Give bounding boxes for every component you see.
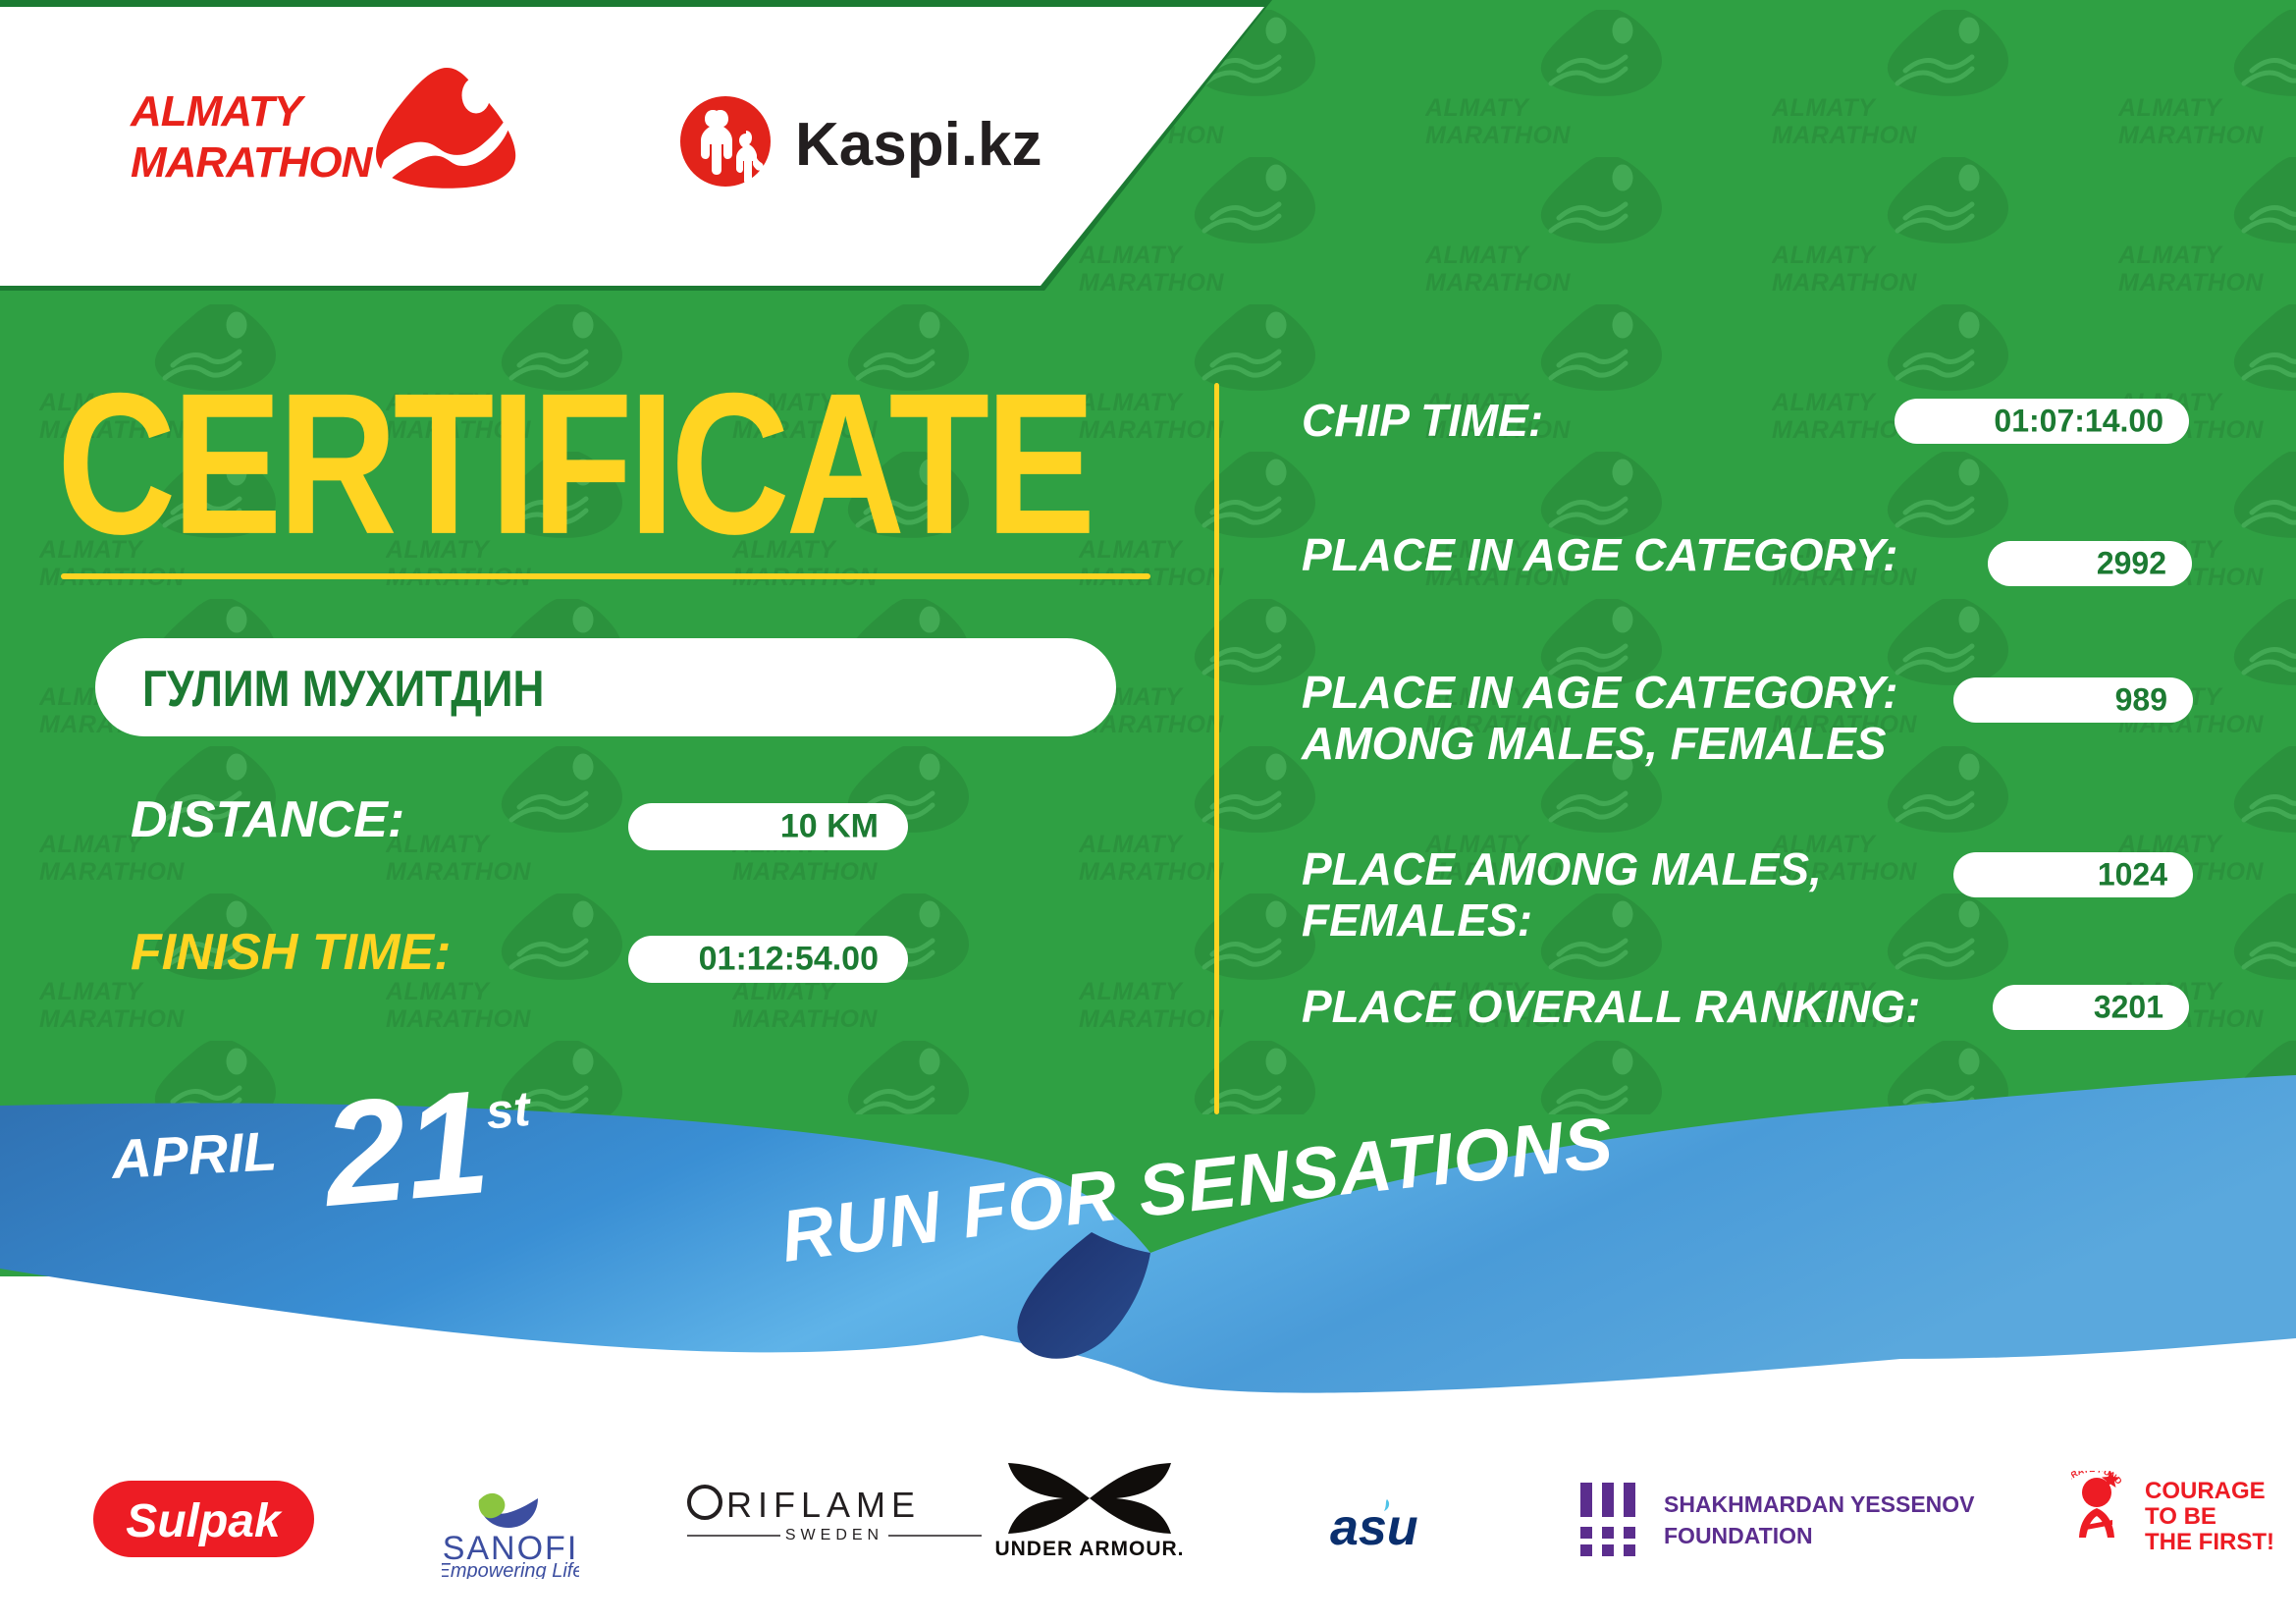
svg-text:APRIL: APRIL xyxy=(108,1119,278,1190)
svg-text:SWEDEN: SWEDEN xyxy=(785,1527,883,1543)
svg-text:FOUNDATION: FOUNDATION xyxy=(1664,1523,1813,1548)
svg-text:Empowering Life: Empowering Life xyxy=(442,1560,579,1579)
svg-text:Sulpak: Sulpak xyxy=(126,1495,283,1547)
svg-text:RIFLAME: RIFLAME xyxy=(726,1485,921,1525)
svg-text:asu: asu xyxy=(1330,1499,1418,1556)
svg-text:COURAGE: COURAGE xyxy=(2145,1478,2266,1504)
svg-text:21: 21 xyxy=(314,1058,495,1237)
svg-text:st: st xyxy=(484,1081,535,1140)
svg-text:TO BE: TO BE xyxy=(2145,1503,2216,1530)
svg-text:UNDER ARMOUR.: UNDER ARMOUR. xyxy=(994,1538,1184,1560)
svg-text:SHAKHMARDAN YESSENOV: SHAKHMARDAN YESSENOV xyxy=(1664,1491,1975,1517)
svg-text:THE FIRST!: THE FIRST! xyxy=(2145,1529,2274,1555)
